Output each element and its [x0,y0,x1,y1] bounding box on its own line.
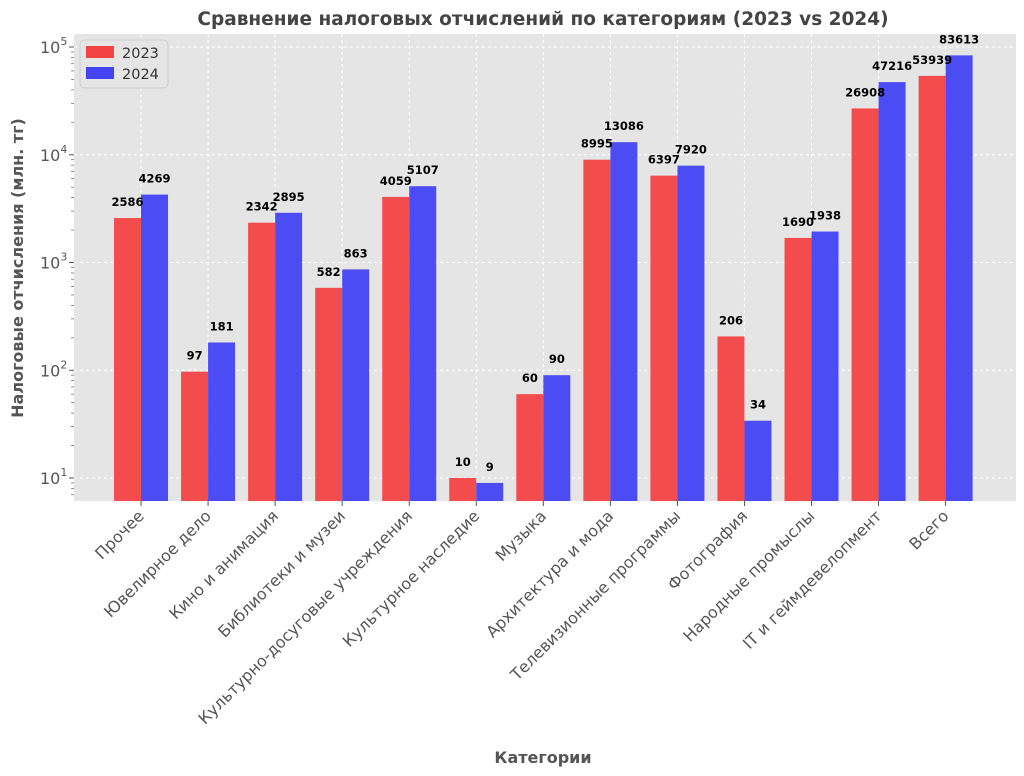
legend-label-2024: 2024 [122,67,159,83]
bar-2023 [784,237,812,502]
x-tick-label: IT и геймдевелопмент [739,506,885,652]
data-label-2024: 181 [210,319,234,333]
bar-2024 [208,342,236,501]
bar-2024 [141,194,169,502]
bar-2023 [516,394,544,501]
data-label-2024: 9 [486,460,494,474]
bar-2023 [650,175,678,501]
y-tick-label: 105 [40,35,67,57]
chart-title: Сравнение налоговых отчислений по катего… [197,9,888,30]
data-label-2023: 206 [719,313,743,327]
data-label-2024: 1938 [809,209,841,223]
legend: 2023 2024 [79,39,169,89]
data-label-2024: 90 [549,352,565,366]
bar-2023 [315,287,343,501]
data-label-2024: 13086 [604,119,644,133]
y-axis: 101 102 103 104 105 [40,35,74,496]
y-tick-label: 102 [40,358,67,380]
data-label-2023: 10 [455,455,471,469]
bar-2024 [677,165,705,502]
data-label-2023: 8995 [581,137,613,151]
legend-label-2023: 2023 [122,46,159,62]
legend-swatch-2023 [86,46,114,58]
x-tick-label: Культурное наследие [339,506,483,650]
data-label-2024: 34 [750,398,766,412]
data-label-2023: 53939 [912,53,952,67]
data-label-2023: 2586 [112,195,144,209]
bar-2024 [342,269,370,501]
y-tick-label: 101 [40,466,67,488]
bar-2024 [409,186,437,501]
data-label-2024: 5107 [407,163,439,177]
data-label-2023: 1690 [782,215,814,229]
bar-2024 [543,375,571,501]
x-tick-label: Библиотеки и музеи [214,506,349,641]
bar-2023 [918,75,946,502]
bar-2023 [114,218,142,501]
x-tick-label: Музыка [492,506,551,565]
bar-2024 [945,55,973,501]
y-tick-label: 104 [40,143,67,165]
data-label-2024: 2895 [273,190,305,204]
bar-2023 [583,159,611,502]
y-axis-label: Налоговые отчисления (млн. тг) [8,118,27,418]
data-label-2024: 83613 [939,32,979,46]
data-label-2023: 26908 [845,85,885,99]
data-label-2024: 7920 [675,143,707,157]
data-label-2023: 6397 [648,153,680,167]
bar-2023 [449,478,477,501]
bar-2024 [744,420,772,501]
data-label-2024: 863 [344,246,368,260]
x-tick-label: Архитектура и мода [482,506,617,641]
bar-2023 [382,196,410,501]
bar-2023 [248,222,276,502]
y-tick-label: 103 [40,251,67,273]
x-tick-label: Всего [905,506,952,553]
data-label-2023: 97 [187,349,203,363]
legend-swatch-2024 [86,67,114,79]
data-label-2024: 4269 [139,172,171,186]
x-tick-label: Народные промыслы [679,506,818,645]
data-label-2023: 60 [522,371,538,385]
data-label-2023: 4059 [380,174,412,188]
bar-2023 [717,336,745,501]
data-label-2023: 2342 [246,200,278,214]
x-tick-label: Прочее [91,506,148,563]
bar-2024 [275,212,303,501]
bar-2023 [851,108,879,502]
bar-2024 [811,231,839,501]
bar-2023 [181,371,209,501]
bar-2024 [878,82,906,502]
x-axis-label: Категории [494,748,591,767]
bar-2024 [610,142,638,501]
data-label-2023: 582 [317,265,341,279]
data-label-2024: 47216 [872,59,912,73]
bar-2024 [476,482,504,501]
bars [114,55,973,502]
